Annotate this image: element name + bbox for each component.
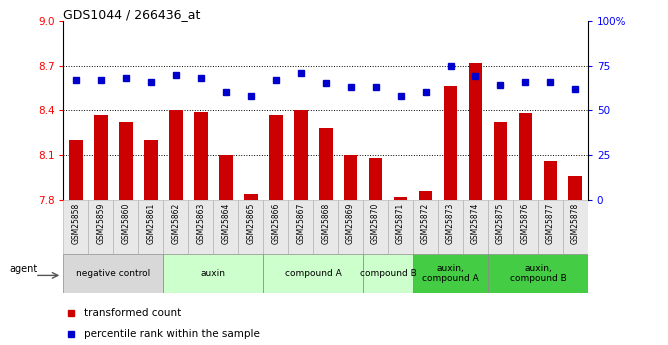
FancyBboxPatch shape xyxy=(263,200,288,254)
Bar xyxy=(469,62,482,200)
Bar xyxy=(294,110,307,200)
Text: GSM25878: GSM25878 xyxy=(571,203,580,244)
Bar xyxy=(319,128,333,200)
FancyBboxPatch shape xyxy=(313,200,338,254)
Text: agent: agent xyxy=(9,264,38,274)
Bar xyxy=(369,158,383,200)
Text: GSM25867: GSM25867 xyxy=(296,203,305,244)
Text: GSM25866: GSM25866 xyxy=(271,203,280,244)
FancyBboxPatch shape xyxy=(164,254,263,293)
FancyBboxPatch shape xyxy=(138,200,164,254)
Text: GSM25865: GSM25865 xyxy=(246,203,255,244)
FancyBboxPatch shape xyxy=(114,200,138,254)
Bar xyxy=(69,140,83,200)
FancyBboxPatch shape xyxy=(263,254,363,293)
Bar xyxy=(94,115,108,200)
Bar xyxy=(393,197,407,200)
FancyBboxPatch shape xyxy=(463,200,488,254)
FancyBboxPatch shape xyxy=(188,200,213,254)
Text: GSM25874: GSM25874 xyxy=(471,203,480,244)
FancyBboxPatch shape xyxy=(63,200,88,254)
Bar xyxy=(169,110,182,200)
FancyBboxPatch shape xyxy=(538,200,563,254)
Text: GSM25858: GSM25858 xyxy=(71,203,80,244)
FancyBboxPatch shape xyxy=(488,200,513,254)
Bar xyxy=(518,114,532,200)
FancyBboxPatch shape xyxy=(63,254,164,293)
FancyBboxPatch shape xyxy=(413,200,438,254)
FancyBboxPatch shape xyxy=(488,254,588,293)
Bar xyxy=(194,112,208,200)
Text: GSM25876: GSM25876 xyxy=(521,203,530,244)
FancyBboxPatch shape xyxy=(88,200,114,254)
Bar xyxy=(119,122,133,200)
Bar xyxy=(544,161,557,200)
Text: GSM25873: GSM25873 xyxy=(446,203,455,244)
Text: GSM25861: GSM25861 xyxy=(146,203,156,244)
FancyBboxPatch shape xyxy=(413,254,488,293)
FancyBboxPatch shape xyxy=(363,254,413,293)
Text: GSM25872: GSM25872 xyxy=(421,203,430,244)
Text: GSM25863: GSM25863 xyxy=(196,203,205,244)
Text: negative control: negative control xyxy=(76,269,150,278)
Text: auxin,
compound B: auxin, compound B xyxy=(510,264,566,283)
FancyBboxPatch shape xyxy=(513,200,538,254)
Bar xyxy=(144,140,158,200)
Text: GSM25864: GSM25864 xyxy=(221,203,230,244)
Text: GSM25862: GSM25862 xyxy=(171,203,180,244)
Text: compound B: compound B xyxy=(359,269,416,278)
Text: auxin: auxin xyxy=(201,269,226,278)
Bar xyxy=(444,87,458,200)
Bar xyxy=(419,191,432,200)
FancyBboxPatch shape xyxy=(563,200,588,254)
FancyBboxPatch shape xyxy=(338,200,363,254)
Text: GSM25877: GSM25877 xyxy=(546,203,555,244)
Bar xyxy=(219,155,232,200)
Text: GSM25875: GSM25875 xyxy=(496,203,505,244)
Text: GSM25871: GSM25871 xyxy=(396,203,405,244)
Text: GSM25869: GSM25869 xyxy=(346,203,355,244)
Bar xyxy=(344,155,357,200)
Bar xyxy=(494,122,507,200)
FancyBboxPatch shape xyxy=(238,200,263,254)
Text: GSM25870: GSM25870 xyxy=(371,203,380,244)
Text: GSM25860: GSM25860 xyxy=(122,203,130,244)
Text: compound A: compound A xyxy=(285,269,341,278)
FancyBboxPatch shape xyxy=(388,200,413,254)
Text: percentile rank within the sample: percentile rank within the sample xyxy=(84,329,261,339)
FancyBboxPatch shape xyxy=(363,200,388,254)
FancyBboxPatch shape xyxy=(438,200,463,254)
Text: GDS1044 / 266436_at: GDS1044 / 266436_at xyxy=(63,8,201,21)
Bar xyxy=(568,176,582,200)
FancyBboxPatch shape xyxy=(288,200,313,254)
FancyBboxPatch shape xyxy=(164,200,188,254)
Text: transformed count: transformed count xyxy=(84,308,182,318)
Bar xyxy=(244,194,258,200)
FancyBboxPatch shape xyxy=(213,200,238,254)
Text: GSM25868: GSM25868 xyxy=(321,203,330,244)
Bar xyxy=(269,115,283,200)
Text: GSM25859: GSM25859 xyxy=(96,203,106,244)
Text: auxin,
compound A: auxin, compound A xyxy=(422,264,479,283)
